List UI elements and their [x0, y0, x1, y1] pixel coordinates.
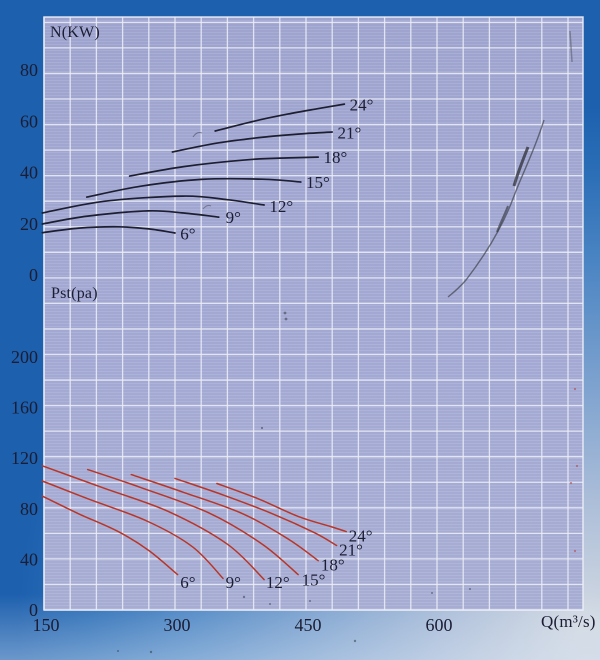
x-tick-label: 300 [164, 615, 191, 635]
x-tick-label: 450 [295, 615, 322, 635]
dust-speck [117, 650, 119, 652]
power-curve-label-21deg: 21° [337, 124, 361, 143]
dust-speck [575, 464, 579, 468]
power-curve-label-15deg: 15° [306, 173, 330, 192]
bottom-axis-title: Pst(pa) [51, 285, 98, 302]
pressure-y-tick-label: 160 [11, 398, 38, 418]
dust-speck [353, 639, 357, 643]
scratch-mark [512, 146, 530, 187]
pressure-curve-label-15deg: 15° [302, 571, 326, 590]
dust-speck [309, 600, 311, 602]
plot-area [44, 17, 583, 610]
pressure-curve-21deg [174, 477, 338, 547]
dust-speck [573, 387, 577, 391]
top-axis-title: N(KW) [50, 24, 100, 41]
power-y-tick-label: 40 [20, 163, 38, 183]
power-curve-24deg [214, 103, 346, 132]
pressure-curve-label-6deg: 6° [180, 573, 195, 592]
pressure-y-tick-label: 120 [11, 448, 38, 468]
dust-speck [260, 426, 264, 430]
power-y-tick-label: 60 [20, 111, 38, 131]
power-curve-label-6deg: 6° [180, 224, 195, 243]
pressure-curve-24deg [216, 482, 347, 533]
pressure-y-tick-label: 0 [29, 600, 38, 620]
power-curve-6deg [41, 225, 176, 234]
scratch-mark [447, 119, 545, 298]
power-y-tick-label: 80 [20, 60, 38, 80]
pressure-curve-label-18deg: 18° [321, 555, 345, 574]
power-curve-9deg [41, 209, 220, 225]
x-tick-label: 600 [426, 615, 453, 635]
dust-speck [569, 481, 573, 485]
pressure-y-tick-label: 80 [20, 499, 38, 519]
scratch-mark [569, 30, 573, 63]
x-axis-title: Q(m³/s) [541, 612, 596, 631]
pressure-y-tick-label: 40 [20, 549, 38, 569]
dust-speck [431, 592, 433, 594]
power-curve-21deg [171, 131, 334, 153]
plot-border [43, 16, 584, 611]
x-tick-label: 150 [33, 615, 60, 635]
smudge-mark [202, 204, 212, 210]
power-curve-15deg [85, 177, 302, 198]
pressure-curve-label-21deg: 21° [339, 540, 363, 559]
dust-speck [573, 549, 577, 553]
dust-speck [284, 317, 288, 321]
smudge-mark [192, 132, 203, 138]
pressure-y-tick-label: 200 [11, 347, 38, 367]
pressure-curve-label-24deg: 24° [349, 526, 373, 545]
pressure-curve-18deg [130, 473, 319, 562]
power-curve-label-24deg: 24° [350, 95, 374, 114]
pressure-curve-15deg [86, 468, 299, 576]
power-curve-18deg [128, 156, 320, 177]
power-curve-label-18deg: 18° [323, 148, 347, 167]
dust-speck [242, 595, 246, 599]
power-curve-label-12deg: 12° [269, 197, 293, 216]
power-curve-label-9deg: 9° [226, 208, 241, 227]
dust-speck [283, 311, 287, 315]
dust-speck [149, 650, 153, 654]
pressure-curve-9deg [41, 480, 224, 580]
pressure-curve-label-12deg: 12° [266, 573, 290, 592]
dust-speck [269, 603, 271, 605]
scratch-mark [496, 205, 509, 233]
dust-speck [469, 588, 471, 590]
pressure-curve-6deg [41, 495, 179, 576]
power-y-tick-label: 0 [29, 265, 38, 285]
pressure-curve-label-9deg: 9° [226, 573, 241, 592]
pressure-curve-12deg [41, 465, 265, 581]
power-y-tick-label: 20 [20, 214, 38, 234]
power-curve-12deg [41, 195, 265, 214]
